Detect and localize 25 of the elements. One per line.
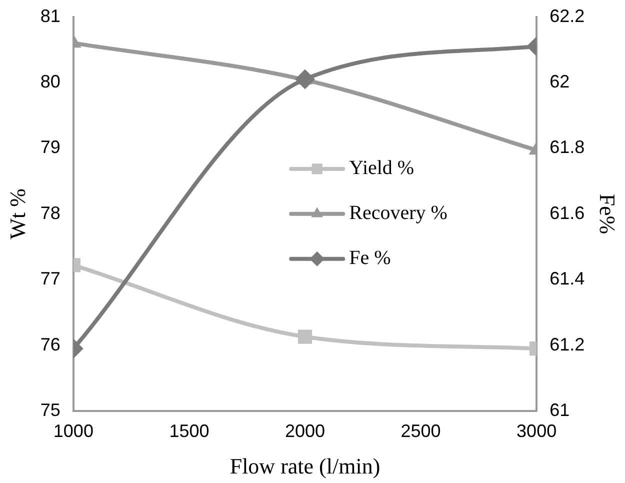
legend-label: Fe %	[349, 247, 391, 270]
y2-axis-title: Fe%	[595, 194, 620, 234]
legend-label: Yield %	[349, 157, 414, 180]
x-tick-label: 1000	[53, 420, 94, 441]
x-tick-label: 2500	[400, 420, 441, 441]
legend-label: Recovery %	[349, 202, 448, 224]
y2-tick-label: 61.6	[550, 202, 585, 223]
x-tick-label: 1500	[169, 420, 210, 441]
x-tick-label: 3000	[516, 420, 557, 441]
y-tick-label: 78	[40, 202, 60, 223]
y2-tick-label: 61.2	[550, 334, 585, 354]
y-tick-label: 81	[40, 6, 60, 26]
y-tick-label: 80	[40, 71, 60, 92]
y2-tick-label: 61.8	[550, 137, 585, 158]
y-tick-label: 75	[40, 400, 60, 420]
y-axis-title: Wt %	[4, 188, 30, 240]
y2-tick-label: 62.2	[550, 6, 585, 26]
y2-tick-label: 62	[550, 71, 570, 92]
y-tick-label: 77	[40, 268, 60, 289]
x-tick-label: 2000	[284, 420, 326, 441]
y-tick-label: 79	[40, 137, 60, 158]
y2-tick-label: 61.4	[550, 268, 585, 289]
x-axis-title: Flow rate (l/min)	[230, 454, 380, 479]
y2-tick-label: 61	[550, 400, 570, 420]
y-tick-label: 76	[40, 334, 60, 354]
